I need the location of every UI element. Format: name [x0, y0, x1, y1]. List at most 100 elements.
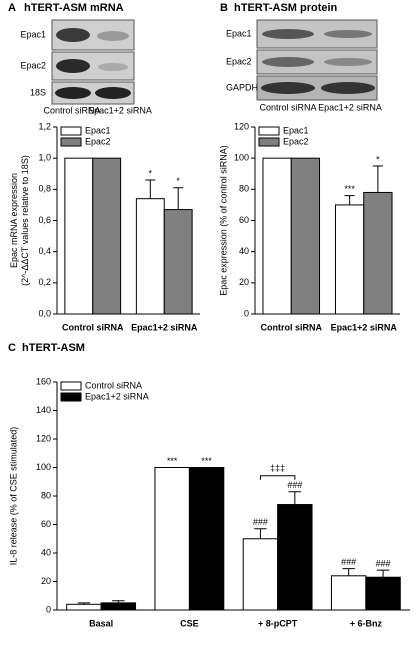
legend-label: Control siRNA: [85, 380, 142, 390]
x-tick-label: CSE: [180, 618, 199, 628]
error-bar: [344, 195, 355, 205]
blot-lane-label: Epac1+2 siRNA: [318, 102, 382, 112]
y-tick-label: 20: [239, 277, 249, 287]
x-tick-label: Control siRNA: [261, 322, 323, 332]
blot-band: [261, 82, 315, 94]
annotation: ###: [376, 558, 391, 568]
chart-title: hTERT-ASM: [22, 342, 85, 354]
panel-title: hTERT-ASM protein: [234, 2, 338, 14]
blot-band: [262, 57, 314, 67]
error-bar: [77, 602, 91, 605]
bar: [365, 576, 401, 611]
bar: [330, 575, 367, 611]
y-tick-label: 0,4: [38, 246, 51, 256]
y-tick-label: 1,2: [38, 121, 51, 131]
y-tick-label: 140: [36, 405, 51, 415]
annotation: *: [376, 154, 380, 164]
bar: [92, 157, 122, 315]
error-bar: [372, 165, 383, 193]
y-tick-label: 100: [234, 153, 249, 163]
blot-a: A hTERT-ASM mRNA Epac1 Epac2 18S Control…: [8, 2, 152, 115]
panel-letter: A: [8, 2, 16, 14]
x-tick-label: Epac1+2 siRNA: [331, 322, 398, 332]
y-tick-label: 1,0: [38, 153, 51, 163]
y-axis-label: (2^-ΔΔCT values relative to 18S): [20, 155, 30, 286]
blot-band: [98, 63, 128, 71]
y-tick-label: 20: [41, 576, 51, 586]
y-tick-label: 160: [36, 376, 51, 386]
x-tick-label: Control siRNA: [62, 322, 124, 332]
y-tick-label: 0: [244, 308, 249, 318]
legend-swatch: [60, 381, 82, 391]
y-tick-label: 0,0: [38, 308, 51, 318]
bar: [277, 504, 313, 611]
error-bar: [288, 491, 302, 505]
chart: 0 20 40 60 80 100 120 Epac expression (% of con…: [218, 121, 400, 332]
legend-label: Epac2: [85, 136, 111, 146]
blot-row-label: Epac2: [20, 60, 46, 70]
annotation: ###: [341, 557, 356, 567]
blot-band: [56, 28, 90, 42]
y-tick-label: 80: [239, 184, 249, 194]
blot-row-label: Epac1: [226, 28, 252, 38]
blot-band: [324, 58, 372, 66]
legend-label: Epac2: [283, 136, 309, 146]
annotation: *: [149, 168, 153, 178]
bracket-label: ‡‡‡: [270, 463, 285, 473]
x-tick-label: Basal: [89, 618, 113, 628]
annotation: ***: [201, 456, 212, 466]
blot-band: [56, 59, 90, 73]
y-axis-label: Epac expression (% of control siRNA): [218, 145, 228, 296]
y-tick-label: 100: [36, 462, 51, 472]
y-tick-label: 40: [41, 547, 51, 557]
legend-label: Epac1: [85, 125, 111, 135]
blot-row-label: Epac2: [226, 56, 252, 66]
y-tick-label: 60: [239, 215, 249, 225]
error-bar: [112, 600, 125, 603]
y-axis-label: Epac mRNA expression: [9, 173, 19, 268]
legend-swatch: [258, 126, 280, 136]
blot-band: [55, 87, 91, 99]
error-bar: [145, 179, 156, 199]
y-tick-label: 120: [234, 121, 249, 131]
bar: [363, 191, 393, 315]
bar: [66, 603, 102, 611]
blot-band: [97, 31, 129, 41]
annotation: ###: [253, 517, 268, 527]
error-bar: [254, 528, 267, 539]
panel-letter: B: [220, 2, 228, 14]
y-tick-label: 80: [41, 490, 51, 500]
bar: [100, 602, 137, 611]
blot-row-label: 18S: [30, 87, 46, 97]
blot-lane-label: Control siRNA: [259, 102, 316, 112]
y-tick-label: 0: [46, 604, 51, 614]
annotation: ###: [287, 480, 302, 490]
error-bar: [376, 569, 390, 578]
legend-label: Epac1+2 siRNA: [85, 391, 149, 401]
y-tick-label: 60: [41, 519, 51, 529]
bar: [262, 157, 292, 315]
blot-band: [262, 29, 314, 39]
error-bar: [173, 187, 184, 210]
bar: [135, 198, 165, 315]
chart: 0,0 0,2 0,4 0,6 0,8 1,0 1,2 Epac mRNA expressio…: [9, 121, 200, 332]
bar: [290, 157, 321, 315]
panel-letter: C: [8, 342, 16, 354]
x-tick-label: + 8-pCPT: [258, 618, 298, 628]
annotation: ***: [344, 184, 355, 194]
legend-swatch: [60, 126, 82, 136]
bar: [334, 204, 365, 315]
bar: [154, 467, 190, 611]
panel-title: hTERT-ASM mRNA: [24, 2, 124, 14]
legend-swatch: [258, 137, 280, 147]
legend-label: Epac1: [283, 125, 309, 135]
annotation: ***: [167, 456, 178, 466]
blot-band: [324, 30, 372, 38]
blot-band: [321, 82, 375, 94]
legend-swatch: [60, 392, 82, 402]
x-tick-label: Epac1+2 siRNA: [131, 322, 198, 332]
bar: [242, 538, 279, 611]
y-tick-label: 40: [239, 246, 249, 256]
